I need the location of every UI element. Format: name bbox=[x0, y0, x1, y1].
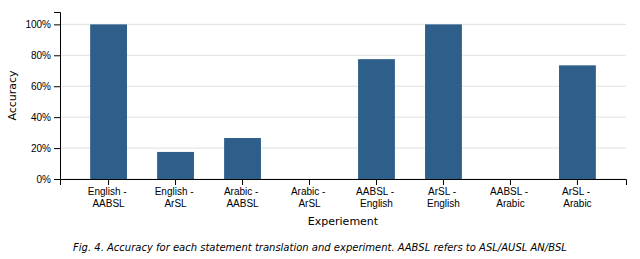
grid-line bbox=[60, 117, 626, 118]
bar bbox=[559, 65, 596, 179]
tick-label: 0% bbox=[37, 174, 52, 185]
x-axis: English - AABSLEnglish - ArSLArabic - AA… bbox=[61, 179, 627, 209]
tick-label-line: AABSL - bbox=[356, 186, 397, 197]
x-axis-title: Experiement bbox=[308, 215, 379, 228]
bar bbox=[358, 59, 395, 179]
tick-label-line: Arabic bbox=[563, 198, 591, 209]
tick: AABSL - Arabic bbox=[490, 179, 531, 209]
tick-label: 60% bbox=[31, 81, 51, 92]
tick-label-line: AABSL bbox=[226, 198, 259, 209]
tick-mark bbox=[54, 117, 60, 118]
tick-mark bbox=[175, 179, 176, 185]
tick-mark bbox=[54, 55, 60, 56]
bar bbox=[291, 179, 328, 180]
tick: ArSL - English bbox=[427, 179, 460, 209]
tick: AABSL - English bbox=[356, 179, 397, 209]
bar bbox=[90, 24, 127, 179]
tick-mark bbox=[54, 24, 60, 25]
tick-mark bbox=[242, 179, 243, 185]
tick-mark bbox=[108, 179, 109, 185]
tick-label-line: English - bbox=[155, 186, 197, 197]
bar bbox=[224, 138, 261, 179]
axis-line bbox=[54, 13, 61, 180]
tick-label-line: ArSL - bbox=[428, 186, 459, 197]
tick-label: 100% bbox=[25, 19, 51, 30]
tick: English - AABSL bbox=[88, 179, 130, 209]
tick-label-line: AABSL - bbox=[490, 186, 531, 197]
tick: 0% bbox=[37, 174, 60, 185]
caption: Fig. 4. Accuracy for each statement tran… bbox=[73, 242, 567, 253]
tick-label: AABSL - English bbox=[356, 186, 397, 209]
plot: 0%20%40%60%80%100%English - AABSLEnglish… bbox=[25, 13, 626, 210]
tick: Arabic - AABSL bbox=[224, 179, 261, 209]
tick-label: English - ArSL bbox=[155, 186, 197, 209]
tick-mark bbox=[510, 179, 511, 185]
tick-label: Arabic - AABSL bbox=[224, 186, 261, 209]
tick-label: Arabic - ArSL bbox=[291, 186, 328, 209]
tick-mark bbox=[577, 179, 578, 185]
tick-label: 40% bbox=[31, 112, 51, 123]
bar bbox=[157, 152, 194, 179]
bar bbox=[425, 24, 462, 179]
tick-label-line: Arabic - bbox=[224, 186, 261, 197]
tick: Arabic - ArSL bbox=[291, 179, 328, 209]
tick-label: 20% bbox=[31, 143, 51, 154]
tick-label-line: English - bbox=[88, 186, 130, 197]
grid bbox=[60, 24, 626, 179]
tick-label: ArSL - English bbox=[427, 186, 460, 209]
y-axis: 0% 20% 40% 60% 80% 100% bbox=[25, 13, 60, 185]
tick-mark bbox=[54, 86, 60, 87]
tick-label: English - AABSL bbox=[88, 186, 130, 209]
tick: 100% bbox=[25, 19, 60, 30]
tick-label-line: English bbox=[360, 198, 393, 209]
tick-label: 80% bbox=[31, 50, 51, 61]
tick: ArSL - Arabic bbox=[562, 179, 593, 209]
tick-label-line: AABSL bbox=[92, 198, 125, 209]
tick: 60% bbox=[31, 81, 60, 92]
grid-line bbox=[60, 55, 626, 56]
tick-mark bbox=[443, 179, 444, 185]
tick-label: ArSL - Arabic bbox=[562, 186, 593, 209]
tick-label-line: Arabic - bbox=[291, 186, 328, 197]
tick-mark bbox=[309, 179, 310, 185]
grid-line bbox=[60, 148, 626, 149]
tick-mark bbox=[54, 148, 60, 149]
y-axis-title: Accuracy bbox=[6, 70, 19, 121]
bar bbox=[492, 179, 529, 180]
tick-label-line: ArSL bbox=[164, 198, 187, 209]
grid-line bbox=[60, 86, 626, 87]
grid-line bbox=[60, 24, 626, 25]
tick-label-line: Arabic bbox=[496, 198, 524, 209]
tick-label-line: ArSL - bbox=[562, 186, 593, 197]
bars bbox=[90, 24, 596, 179]
tick: 20% bbox=[31, 143, 60, 154]
tick: English - ArSL bbox=[155, 179, 197, 209]
tick-mark bbox=[54, 179, 60, 180]
tick-mark bbox=[376, 179, 377, 185]
tick: 80% bbox=[31, 50, 60, 61]
tick-label-line: ArSL bbox=[298, 198, 321, 209]
tick-label: AABSL - Arabic bbox=[490, 186, 531, 209]
tick: 40% bbox=[31, 112, 60, 123]
axis-line bbox=[61, 180, 627, 186]
chart: 0%20%40%60%80%100%English - AABSLEnglish… bbox=[0, 0, 640, 259]
tick-label-line: English bbox=[427, 198, 460, 209]
